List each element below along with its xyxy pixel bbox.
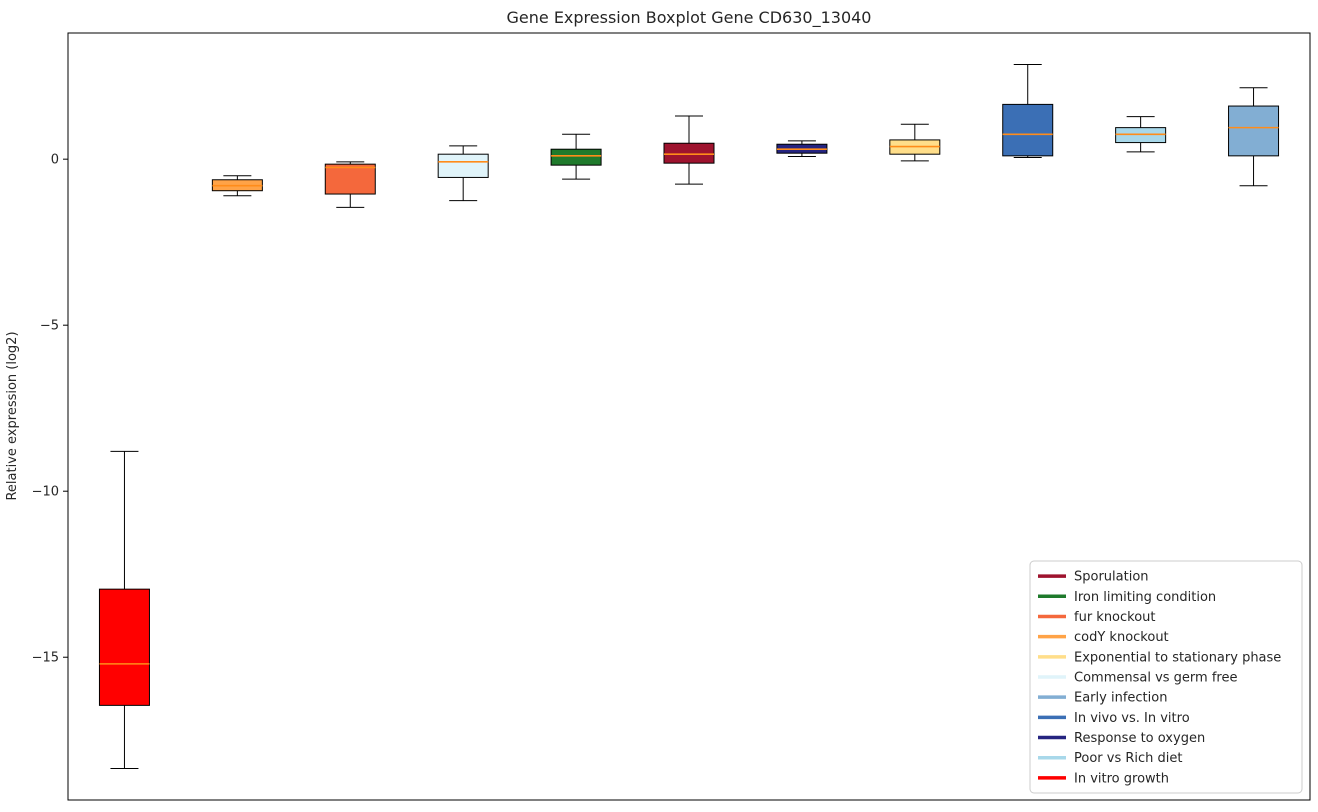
box-group: [1002, 64, 1054, 159]
box-group: [211, 175, 263, 197]
legend-item: In vitro growth: [1038, 771, 1169, 786]
chart-title: Gene Expression Boxplot Gene CD630_13040: [507, 8, 872, 28]
legend-label: Sporulation: [1074, 570, 1149, 585]
legend-item: Commensal vs germ free: [1038, 671, 1237, 686]
legend-label: Exponential to stationary phase: [1074, 650, 1281, 665]
box: [1002, 103, 1054, 157]
box-group: [1228, 87, 1280, 187]
legend-item: Exponential to stationary phase: [1038, 650, 1281, 665]
legend-label: Commensal vs germ free: [1074, 671, 1237, 686]
box-group: [437, 145, 489, 202]
legend-label: Response to oxygen: [1074, 731, 1205, 746]
y-axis-label: Relative expression (log2): [5, 331, 20, 500]
box-group: [98, 450, 150, 769]
legend-item: In vivo vs. In vitro: [1038, 711, 1190, 726]
box: [98, 588, 150, 706]
box: [324, 163, 376, 195]
legend-item: Iron limiting condition: [1038, 590, 1216, 605]
legend-item: fur knockout: [1038, 610, 1156, 625]
box-group: [1115, 116, 1167, 153]
box: [663, 142, 715, 164]
legend: Sporulation Iron limiting condition fur kn…: [1029, 560, 1303, 794]
y-tick-label: 0: [51, 153, 59, 168]
legend-item: Sporulation: [1038, 570, 1149, 585]
legend-item: Response to oxygen: [1038, 731, 1205, 746]
legend-label: Iron limiting condition: [1074, 590, 1216, 605]
legend-label: Early infection: [1074, 691, 1167, 706]
legend-label: Poor vs Rich diet: [1074, 751, 1182, 766]
plot-area: 0 −5 −10 −15: [32, 32, 1311, 801]
y-tick-label: −10: [32, 485, 59, 500]
box: [1115, 127, 1167, 144]
legend-label: fur knockout: [1074, 610, 1156, 625]
box: [437, 153, 489, 178]
legend-label: In vitro growth: [1074, 771, 1169, 786]
y-tick-label: −5: [40, 319, 59, 334]
legend-label: In vivo vs. In vitro: [1074, 711, 1190, 726]
box: [550, 148, 602, 166]
box-group: [889, 123, 941, 162]
axes-frame: [67, 32, 1311, 801]
box: [1228, 105, 1280, 157]
box-group: [663, 115, 715, 185]
legend-item: Early infection: [1038, 691, 1167, 706]
box-group: [324, 161, 376, 208]
box-group: [776, 140, 828, 158]
legend-item: Poor vs Rich diet: [1038, 751, 1182, 766]
y-tick-label: −15: [32, 651, 59, 666]
box-group: [550, 133, 602, 180]
legend-item: codY knockout: [1038, 630, 1169, 645]
legend-box: [1029, 560, 1303, 794]
legend-label: codY knockout: [1074, 630, 1169, 645]
